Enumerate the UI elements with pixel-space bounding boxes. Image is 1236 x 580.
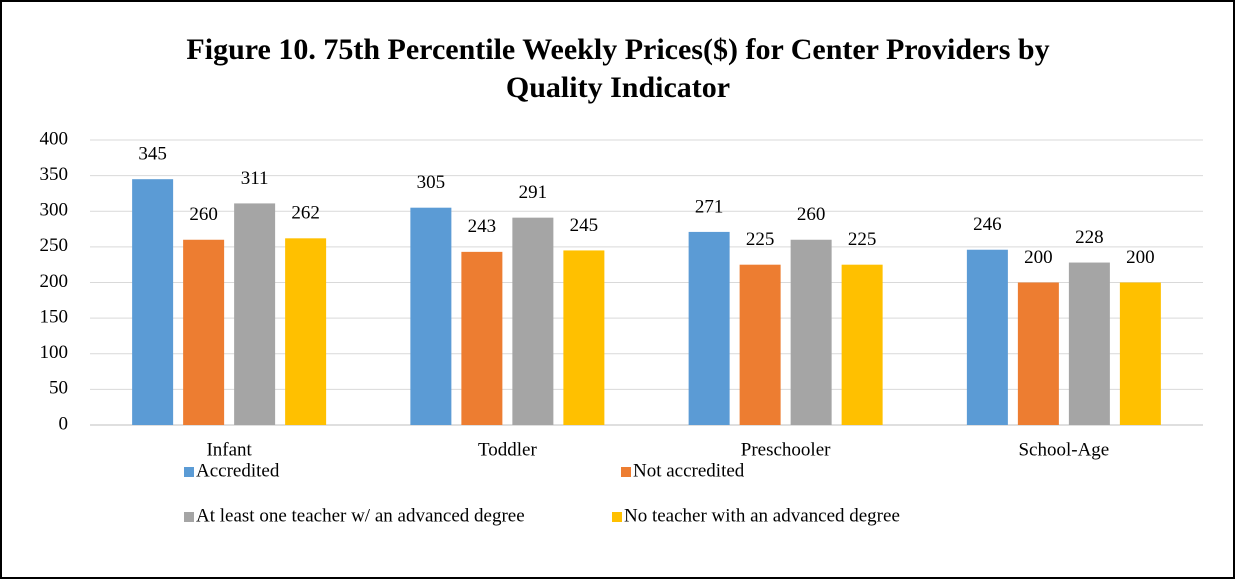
legend-swatch (621, 467, 631, 477)
value-label: 271 (695, 196, 724, 217)
value-label: 225 (746, 229, 775, 250)
x-tick-label: Toddler (478, 439, 537, 460)
x-tick-label: Infant (206, 439, 252, 460)
bar (183, 239, 225, 425)
bar (688, 231, 730, 425)
y-tick-label: 200 (40, 271, 69, 292)
bar (234, 203, 276, 425)
bar (790, 239, 832, 425)
value-label: 262 (291, 203, 320, 224)
value-label: 291 (519, 182, 548, 203)
y-tick-label: 150 (40, 306, 69, 327)
x-tick-label: School-Age (1018, 439, 1109, 460)
legend-label: Not accredited (633, 460, 745, 481)
bar (966, 249, 1008, 425)
legend-label: No teacher with an advanced degree (624, 505, 900, 526)
bar (512, 217, 554, 425)
bar (285, 238, 327, 425)
value-label: 228 (1075, 227, 1104, 248)
value-label: 225 (848, 229, 877, 250)
value-label: 260 (189, 204, 218, 225)
value-label: 200 (1126, 247, 1155, 268)
value-label: 246 (973, 214, 1002, 235)
legend-swatch (612, 512, 622, 522)
bar (739, 264, 781, 425)
value-label: 245 (570, 215, 599, 236)
value-label: 200 (1024, 247, 1053, 268)
bar (461, 251, 503, 425)
y-tick-label: 400 (40, 128, 69, 149)
bar (1068, 262, 1110, 425)
legend-swatch (184, 467, 194, 477)
y-tick-label: 50 (49, 378, 68, 399)
legend-label: At least one teacher w/ an advanced degr… (196, 505, 525, 526)
y-tick-label: 250 (40, 235, 69, 256)
value-label: 243 (468, 216, 497, 237)
y-tick-label: 0 (59, 413, 69, 434)
y-tick-label: 100 (40, 342, 69, 363)
value-label: 345 (138, 144, 167, 165)
chart-title: Figure 10. 75th Percentile Weekly Prices… (186, 33, 1049, 66)
legend-swatch (184, 512, 194, 522)
value-label: 260 (797, 204, 826, 225)
y-tick-label: 350 (40, 164, 69, 185)
value-label: 305 (417, 172, 446, 193)
legend-label: Accredited (196, 460, 280, 481)
bar (410, 207, 452, 425)
y-tick-label: 300 (40, 200, 69, 221)
bar (1119, 282, 1161, 425)
chart-title: Quality Indicator (506, 71, 730, 104)
x-tick-label: Preschooler (741, 439, 831, 460)
bar (841, 264, 883, 425)
bar (1017, 282, 1059, 425)
bar (563, 250, 605, 425)
value-label: 311 (241, 168, 269, 189)
bar (132, 179, 174, 425)
